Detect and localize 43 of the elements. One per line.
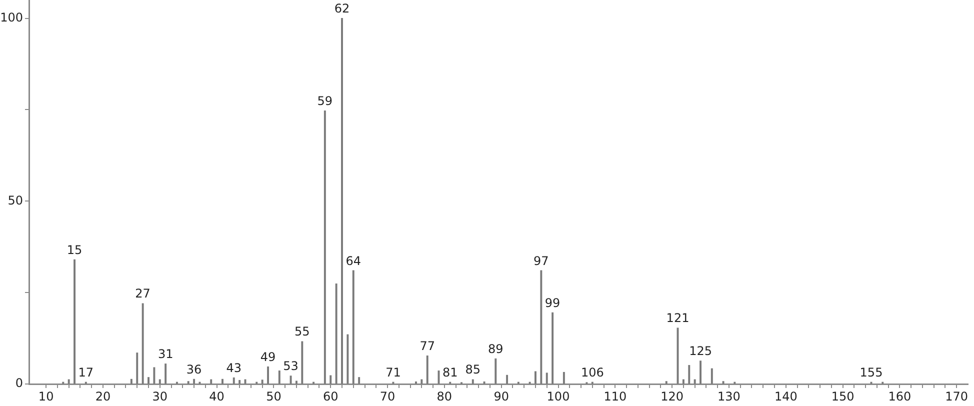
- x-tick-label: 80: [436, 389, 452, 404]
- annotation: 55: [294, 324, 310, 339]
- annotation: 155: [860, 365, 883, 380]
- annotation: 106: [580, 365, 604, 380]
- annotation: 81: [442, 365, 458, 380]
- x-tick-label: 100: [546, 389, 570, 404]
- annotation: 99: [544, 296, 560, 310]
- annotation: 17: [78, 365, 94, 380]
- x-tick-label: 140: [774, 389, 798, 404]
- x-tick-label: 160: [888, 389, 912, 404]
- annotation: 15: [66, 242, 82, 257]
- annotation: 97: [534, 254, 549, 268]
- x-tick-label: 50: [266, 389, 282, 404]
- annotation: 77: [420, 338, 436, 353]
- x-tick-label: 30: [152, 389, 168, 404]
- x-tick-label: 150: [831, 389, 854, 404]
- x-tick-label: 40: [209, 389, 224, 404]
- annotation: 125: [689, 344, 712, 358]
- annotation: 49: [260, 350, 276, 364]
- y-tick-label: 100: [0, 10, 23, 24]
- annotation: 59: [317, 94, 333, 108]
- annotation: 27: [135, 286, 150, 301]
- x-tick-label: 90: [494, 389, 509, 404]
- x-tick-label: 10: [38, 389, 54, 404]
- annotation: 121: [666, 311, 690, 326]
- x-tick-label: 60: [322, 389, 338, 404]
- x-tick-label: 70: [380, 389, 396, 404]
- annotation: 43: [226, 360, 242, 375]
- y-tick-label: 0: [15, 376, 23, 390]
- annotation: 36: [186, 362, 202, 376]
- annotation: 85: [465, 362, 481, 377]
- x-tick-label: 130: [718, 389, 740, 404]
- annotation: 71: [386, 365, 401, 380]
- x-tick-label: 170: [945, 389, 968, 404]
- x-tick-label: 120: [660, 389, 684, 404]
- y-tick-label: 50: [8, 193, 23, 208]
- annotation: 64: [346, 254, 362, 268]
- annotation: 31: [158, 347, 174, 362]
- x-tick-label: 110: [604, 389, 627, 404]
- x-tick-label: 20: [95, 389, 111, 404]
- annotation: 62: [334, 1, 350, 16]
- annotation: 89: [488, 342, 504, 356]
- annotation: 53: [283, 359, 298, 374]
